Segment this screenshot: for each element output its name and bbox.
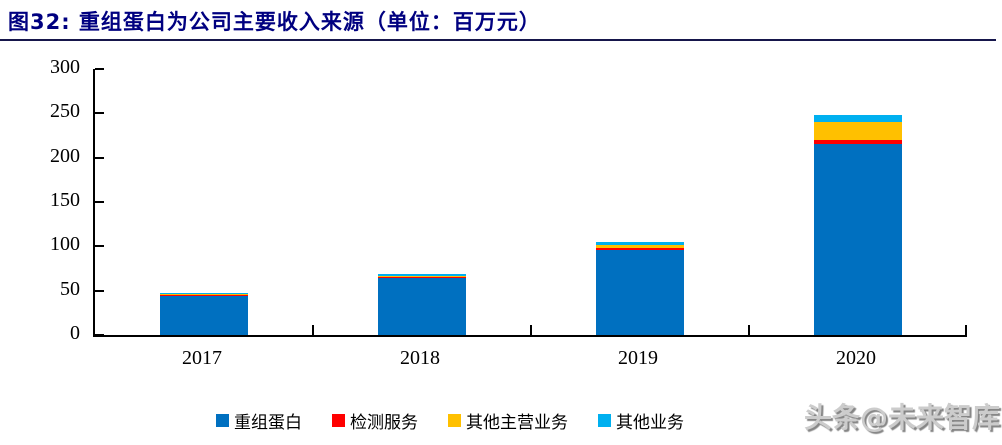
y-axis-tick [95,289,104,292]
x-axis-label: 2020 [836,347,876,369]
y-axis-tick-label: 200 [50,144,80,167]
x-axis-tick [748,325,750,335]
y-axis-tick-label: 0 [70,322,80,344]
bar-segment-其他主营业务 [814,121,902,140]
x-axis-label: 2018 [400,347,440,369]
plot-area [93,68,967,337]
figure-title: 图32: 重组蛋白为公司主要收入来源（单位：百万元） [8,10,541,34]
y-axis-tick [95,156,104,159]
legend-label: 检测服务 [350,413,418,433]
y-axis-tick-label: 50 [60,277,80,300]
legend-item: 其他业务 [598,408,684,433]
bar-segment-检测服务 [814,139,902,145]
legend-swatch-icon [216,414,229,427]
bar-segment-检测服务 [596,247,684,251]
legend-label: 其他业务 [616,413,684,433]
x-axis-tick [965,325,967,335]
bar-segment-重组蛋白 [596,250,684,335]
y-axis-tick [95,112,104,115]
legend-swatch-icon [448,414,461,427]
y-axis-tick-label: 300 [50,56,80,78]
legend-swatch-icon [332,414,345,427]
y-axis-tick-label: 100 [50,233,80,256]
y-axis-tick [95,201,104,203]
bar-segment-检测服务 [160,294,248,296]
legend-swatch-icon [598,414,611,427]
bar-segment-其他业务 [378,274,466,276]
legend-label: 重组蛋白 [234,413,302,433]
bar-segment-其他业务 [160,293,248,294]
bar-segment-重组蛋白 [160,295,248,335]
y-axis-tick [95,68,104,70]
x-axis-label: 2019 [618,347,658,369]
bar-segment-其他主营业务 [596,245,684,248]
y-axis-tick-label: 250 [50,100,80,123]
watermark: 头条@未来智库 [804,401,1001,434]
x-axis-tick [312,325,314,335]
bar-segment-检测服务 [378,276,466,278]
legend-item: 检测服务 [332,408,418,433]
bar-segment-其他主营业务 [378,275,466,277]
bar-segment-其他主营业务 [160,293,248,295]
title-divider [0,39,996,41]
chart-legend: 重组蛋白 检测服务 其他主营业务 其他业务 [216,408,684,433]
legend-item: 其他主营业务 [448,408,568,433]
y-axis-tick [95,245,104,248]
bar-segment-其他业务 [814,115,902,122]
y-axis-tick-label: 150 [50,189,80,211]
bar-segment-重组蛋白 [814,144,902,335]
x-axis-label: 2017 [182,347,222,369]
bar-segment-重组蛋白 [378,277,466,335]
legend-item: 重组蛋白 [216,408,302,433]
bar-segment-其他业务 [596,242,684,246]
x-axis-tick [530,325,532,335]
legend-label: 其他主营业务 [466,413,568,433]
y-axis-tick [95,334,104,336]
